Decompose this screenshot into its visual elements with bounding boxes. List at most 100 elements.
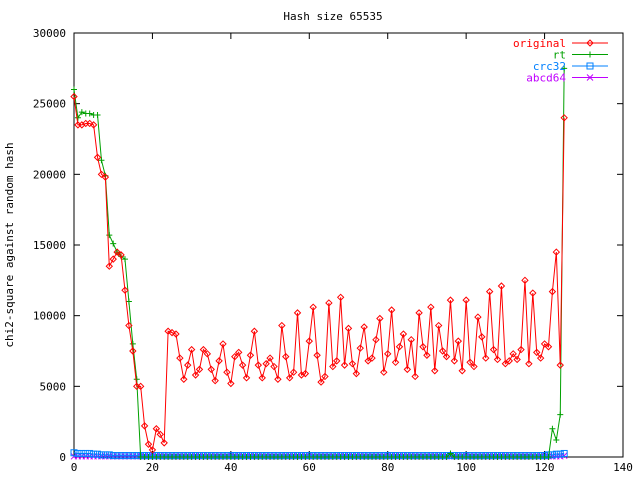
data-point-original	[489, 345, 498, 354]
data-point-original	[505, 357, 513, 365]
data-point-original	[101, 173, 110, 181]
data-point-rt	[561, 65, 568, 72]
x-tick-label: 0	[71, 461, 78, 474]
data-point-crc32	[125, 452, 133, 460]
data-point-original	[313, 351, 321, 359]
data-point-original	[270, 362, 278, 371]
chart-title: Hash size 65535	[283, 10, 382, 23]
y-tick-label: 15000	[33, 239, 66, 252]
data-point-rt	[125, 298, 132, 305]
data-point-original	[309, 303, 317, 311]
data-point-original	[415, 309, 423, 317]
data-point-original	[466, 358, 474, 367]
data-point-original	[384, 350, 392, 358]
x-tick-label: 100	[456, 461, 476, 474]
data-point-original	[391, 358, 400, 367]
data-point-original	[533, 348, 541, 357]
data-point-original	[419, 343, 427, 351]
data-point-original	[329, 362, 337, 371]
data-point-crc32	[560, 449, 568, 457]
data-point-original	[152, 425, 161, 433]
data-point-original	[184, 361, 192, 369]
data-point-crc32	[101, 451, 109, 459]
data-point-crc32	[78, 449, 86, 457]
data-point-original	[254, 361, 263, 369]
data-point-original	[301, 369, 310, 378]
data-point-original	[293, 309, 302, 317]
legend-marker-original	[586, 39, 594, 47]
data-point-original	[148, 446, 157, 454]
data-point-original	[458, 367, 466, 375]
data-point-crc32	[105, 451, 113, 459]
data-point-original	[501, 360, 510, 368]
data-point-original	[493, 355, 502, 364]
data-point-original	[160, 439, 168, 447]
data-point-rt	[121, 256, 128, 263]
data-point-original	[246, 351, 255, 359]
data-point-original	[289, 368, 298, 376]
data-point-rt	[443, 454, 450, 460]
data-point-original	[93, 153, 102, 162]
series-line-rt	[73, 68, 565, 458]
legend-marker-crc32	[586, 62, 594, 70]
data-point-original	[262, 360, 270, 368]
data-point-original	[497, 282, 506, 290]
data-point-rt	[94, 111, 101, 118]
data-point-original	[305, 337, 313, 345]
y-tick-label: 5000	[40, 380, 67, 393]
data-point-original	[560, 114, 568, 122]
data-point-original	[548, 287, 557, 296]
legend-marker-rt	[587, 51, 593, 58]
data-point-original	[482, 354, 490, 362]
y-tick-label: 20000	[33, 168, 66, 181]
data-point-original	[156, 430, 164, 439]
data-point-original	[407, 335, 415, 344]
series-original	[70, 92, 568, 454]
data-point-original	[113, 248, 121, 256]
data-point-original	[164, 327, 172, 335]
data-point-original	[203, 350, 212, 358]
data-point-original	[140, 422, 149, 430]
data-point-original	[266, 354, 274, 362]
data-point-original	[195, 365, 204, 374]
plot-frame	[73, 32, 624, 458]
data-point-original	[336, 293, 345, 302]
y-tick-label: 30000	[33, 27, 66, 40]
x-tick-label: 40	[224, 461, 237, 474]
y-axis: 0 5000 10000 15000 20000 25000 30000	[33, 27, 623, 464]
data-point-crc32	[109, 452, 117, 460]
legend-label-abcd64: abcd64	[526, 72, 566, 85]
data-point-rt	[106, 232, 113, 239]
legend-label-rt: rt	[553, 49, 566, 62]
data-point-original	[427, 303, 435, 311]
data-point-original	[274, 375, 282, 383]
data-point-original	[536, 354, 545, 362]
data-point-rt	[71, 86, 77, 93]
data-point-original	[223, 368, 231, 376]
data-point-original	[125, 321, 133, 330]
data-point-original	[234, 348, 243, 357]
data-point-crc32	[82, 449, 90, 457]
data-point-original	[176, 354, 184, 362]
series-line-original	[73, 96, 565, 452]
data-point-original	[180, 375, 188, 383]
data-point-original	[403, 365, 412, 374]
data-point-original	[70, 92, 78, 101]
data-point-original	[368, 354, 376, 362]
data-point-crc32	[552, 450, 560, 458]
data-point-crc32	[94, 450, 102, 458]
data-point-original	[207, 365, 215, 374]
data-point-rt	[447, 450, 454, 457]
data-point-original	[387, 306, 396, 314]
data-point-original	[89, 121, 98, 129]
x-axis: 0 20 40 60 80 100 120 140	[71, 33, 633, 474]
data-point-original	[509, 350, 517, 358]
data-point-original	[434, 321, 443, 330]
data-point-original	[529, 289, 537, 297]
data-point-original	[356, 344, 364, 352]
data-point-crc32	[556, 450, 564, 458]
data-point-rt	[557, 411, 564, 418]
data-point-crc32	[90, 450, 98, 458]
data-point-original	[513, 355, 521, 364]
